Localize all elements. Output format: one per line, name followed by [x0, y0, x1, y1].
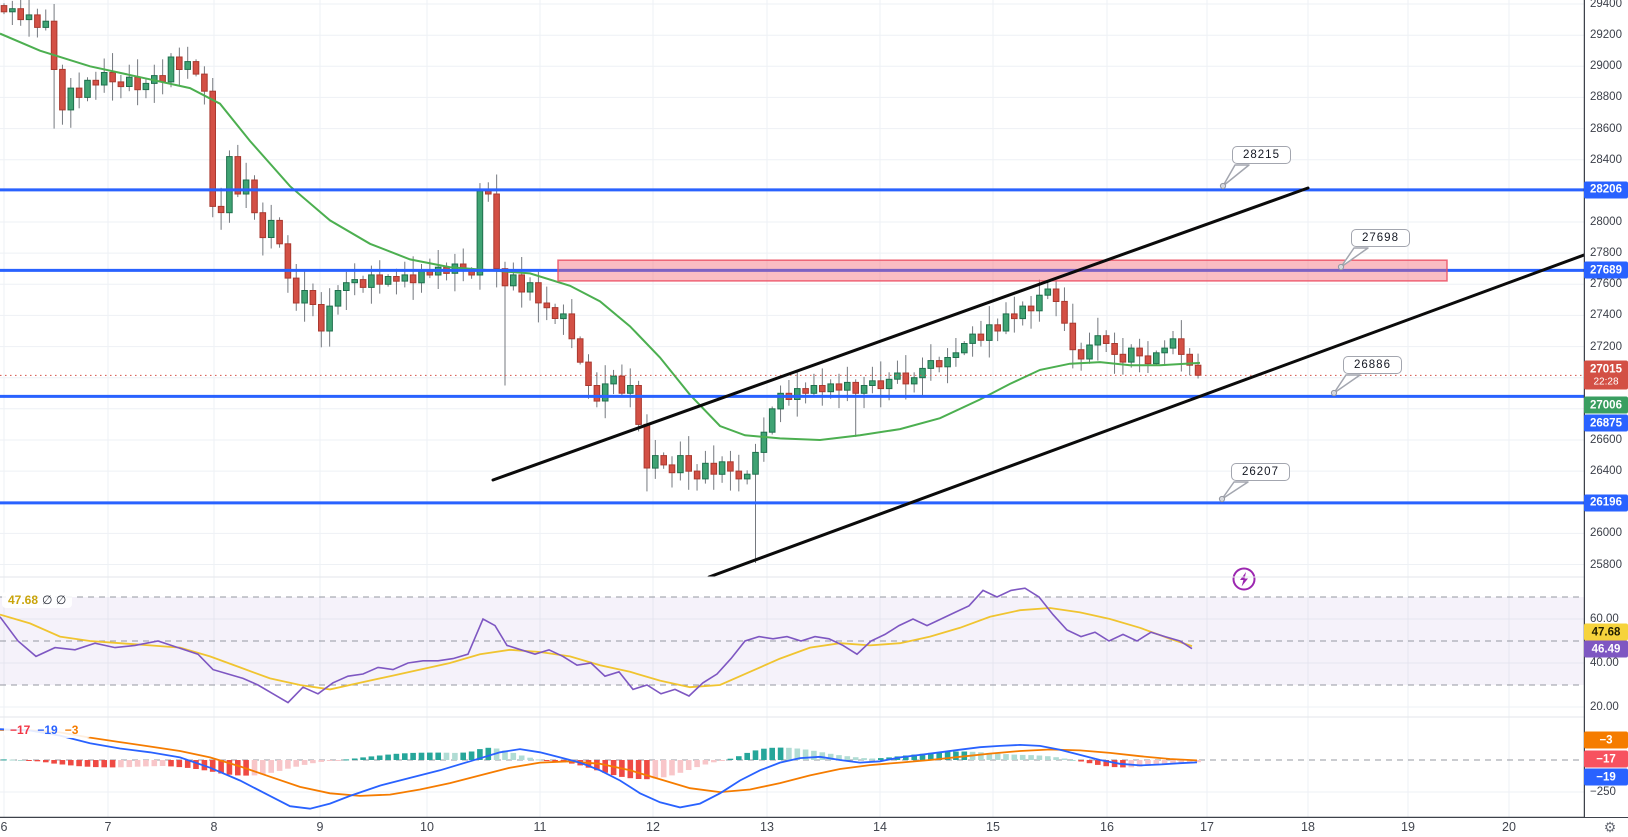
price-tick-label: 28800: [1590, 91, 1622, 104]
time-axis-label: 11: [533, 820, 547, 834]
price-level-tag: 27006: [1584, 396, 1628, 414]
rsi-tick-label: 60.00: [1590, 613, 1619, 625]
price-callout[interactable]: 26207: [1231, 463, 1290, 481]
price-tick-label: 29400: [1590, 0, 1622, 11]
price-tick-label: 26000: [1590, 527, 1622, 540]
price-callout[interactable]: 28215: [1232, 146, 1291, 164]
time-axis-label: 19: [1401, 820, 1415, 834]
time-axis-label: 20: [1502, 820, 1516, 834]
price-level-tag: 26196: [1584, 494, 1628, 512]
candles-layer: [0, 0, 1202, 563]
price-callout[interactable]: 26886: [1343, 356, 1402, 374]
time-axis-label: 18: [1301, 820, 1315, 834]
rsi-legend-placeholders: ∅ ∅: [42, 593, 67, 607]
price-tick-label: 28600: [1590, 122, 1622, 135]
macd-histogram: [1, 747, 1201, 780]
macd-tick-label: −250: [1590, 786, 1616, 799]
rsi-band: [0, 596, 1584, 761]
price-level-tag: 26875: [1584, 414, 1628, 432]
price-tick-label: 27600: [1590, 278, 1622, 291]
time-axis-label: 12: [646, 820, 660, 834]
callout-tails: [1218, 164, 1369, 503]
time-axis-label: 17: [1200, 820, 1214, 834]
price-tick-label: 28400: [1590, 153, 1622, 166]
macd-line-value: −19: [37, 723, 58, 737]
lightning-alert-icon[interactable]: [1232, 567, 1256, 591]
price-level-tag: 28206: [1584, 181, 1628, 199]
macd-signal-value: −3: [64, 723, 79, 737]
time-axis-label: 9: [316, 820, 324, 834]
trend-channel-lines[interactable]: [491, 186, 1584, 577]
time-axis-label: 6: [0, 820, 8, 834]
rsi-legend[interactable]: 47.68 ∅ ∅: [2, 592, 73, 608]
price-level-tag: 27689: [1584, 261, 1628, 279]
rsi-line: [0, 587, 1193, 704]
time-axis-panel[interactable]: 6 7 8 9 10 11 12 13 14 15 16 17 18 19 20: [0, 818, 1628, 837]
price-tick-label: 25800: [1590, 558, 1622, 571]
price-tick-label: 27400: [1590, 309, 1622, 322]
rsi-tick-label: 20.00: [1590, 701, 1619, 713]
rsi-ma-line: [0, 607, 1193, 691]
current-price-tag: 27015 22:28: [1584, 360, 1628, 390]
time-axis-settings-gear-icon[interactable]: ⚙: [1603, 819, 1617, 835]
price-tick-label: 26600: [1590, 433, 1622, 446]
price-pane[interactable]: [0, 0, 1584, 577]
time-axis-label: 8: [210, 820, 218, 834]
resistance-zone[interactable]: [557, 259, 1448, 282]
macd-value-tag: −17: [1584, 750, 1628, 768]
macd-main-line: [0, 728, 1198, 810]
price-tick-label: 27800: [1590, 247, 1622, 260]
rsi-value-tag: 47.68: [1584, 623, 1628, 641]
horizontal-support-resistance-lines[interactable]: [0, 188, 1584, 505]
macd-legend[interactable]: −17 −19 −3: [4, 722, 92, 738]
moving-average-line: [0, 32, 1201, 442]
time-axis-label: 14: [873, 820, 887, 834]
macd-pane[interactable]: [0, 728, 1201, 810]
time-axis-label: 7: [104, 820, 112, 834]
price-tick-label: 29200: [1590, 29, 1622, 42]
macd-value-tag: −19: [1584, 768, 1628, 786]
macd-signal-line: [0, 729, 1198, 797]
price-callout[interactable]: 27698: [1351, 229, 1410, 247]
price-tick-label: 26400: [1590, 465, 1622, 478]
time-axis-label: 16: [1100, 820, 1114, 834]
time-axis-label: 13: [760, 820, 774, 834]
rsi-pane[interactable]: [0, 587, 1193, 704]
price-tick-label: 27200: [1590, 340, 1622, 353]
rsi-value-tag: 46.49: [1584, 640, 1628, 658]
macd-value-tag: −3: [1584, 731, 1628, 749]
rsi-tick-label: 40.00: [1590, 657, 1619, 669]
time-axis-label: 10: [420, 820, 434, 834]
price-tick-label: 28000: [1590, 216, 1622, 228]
price-tick-label: 29000: [1590, 60, 1622, 73]
price-axis-panel[interactable]: 29400 29200 29000 28800 28600 28400 28000 27800…: [1584, 0, 1628, 817]
rsi-ma-value: 47.68: [8, 593, 39, 607]
macd-hist-value: −17: [10, 723, 31, 737]
time-axis-label: 15: [986, 820, 1000, 834]
